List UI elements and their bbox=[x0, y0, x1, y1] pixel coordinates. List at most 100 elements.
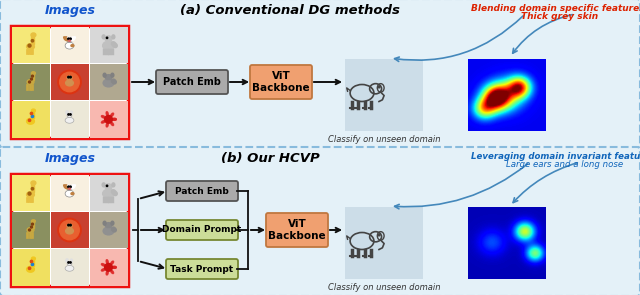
Text: Leveraging domain invariant features:: Leveraging domain invariant features: bbox=[471, 152, 640, 161]
Wedge shape bbox=[68, 37, 76, 41]
Ellipse shape bbox=[103, 227, 114, 235]
Ellipse shape bbox=[27, 80, 34, 84]
Wedge shape bbox=[68, 185, 76, 189]
Ellipse shape bbox=[65, 190, 74, 197]
Circle shape bbox=[29, 229, 31, 231]
Ellipse shape bbox=[27, 227, 34, 232]
Bar bbox=[31, 35, 35, 44]
Ellipse shape bbox=[112, 183, 115, 187]
Circle shape bbox=[378, 86, 380, 88]
Ellipse shape bbox=[65, 117, 74, 123]
Ellipse shape bbox=[105, 36, 112, 42]
FancyBboxPatch shape bbox=[0, 0, 640, 148]
Ellipse shape bbox=[67, 76, 72, 80]
Ellipse shape bbox=[31, 72, 35, 75]
Text: ViT
Backbone: ViT Backbone bbox=[268, 219, 326, 241]
Ellipse shape bbox=[31, 257, 35, 260]
Bar bbox=[12, 101, 49, 137]
FancyArrowPatch shape bbox=[113, 192, 115, 194]
Bar bbox=[51, 249, 88, 286]
Ellipse shape bbox=[68, 188, 70, 189]
Ellipse shape bbox=[113, 266, 116, 268]
Circle shape bbox=[31, 263, 34, 266]
Circle shape bbox=[60, 220, 79, 240]
Ellipse shape bbox=[103, 73, 106, 77]
FancyArrowPatch shape bbox=[113, 229, 115, 230]
Bar bbox=[31, 258, 35, 266]
Bar bbox=[31, 183, 35, 192]
Ellipse shape bbox=[70, 259, 72, 262]
Ellipse shape bbox=[31, 33, 36, 37]
Ellipse shape bbox=[106, 260, 108, 263]
Text: Images: Images bbox=[45, 4, 95, 17]
Ellipse shape bbox=[71, 193, 74, 195]
Text: (a) Conventional DG methods: (a) Conventional DG methods bbox=[180, 4, 400, 17]
Circle shape bbox=[31, 40, 34, 42]
Ellipse shape bbox=[65, 266, 74, 271]
Circle shape bbox=[70, 38, 71, 40]
Circle shape bbox=[31, 115, 34, 118]
Circle shape bbox=[28, 267, 31, 269]
Ellipse shape bbox=[31, 109, 35, 112]
Circle shape bbox=[68, 114, 69, 115]
Ellipse shape bbox=[103, 221, 106, 225]
FancyArrowPatch shape bbox=[113, 81, 115, 82]
Circle shape bbox=[58, 218, 81, 242]
Ellipse shape bbox=[27, 44, 35, 50]
Circle shape bbox=[28, 192, 31, 195]
Ellipse shape bbox=[101, 116, 105, 118]
Ellipse shape bbox=[31, 220, 35, 223]
Ellipse shape bbox=[102, 189, 115, 198]
Ellipse shape bbox=[105, 184, 112, 190]
Bar bbox=[31, 220, 34, 228]
FancyBboxPatch shape bbox=[166, 259, 238, 279]
FancyBboxPatch shape bbox=[156, 70, 228, 94]
FancyBboxPatch shape bbox=[166, 220, 238, 240]
Ellipse shape bbox=[67, 261, 72, 266]
Bar bbox=[31, 72, 34, 80]
Bar bbox=[12, 249, 49, 286]
Circle shape bbox=[31, 75, 33, 77]
Circle shape bbox=[30, 260, 33, 263]
Bar bbox=[51, 212, 88, 248]
Circle shape bbox=[104, 263, 113, 271]
Text: Patch Emb: Patch Emb bbox=[163, 77, 221, 87]
FancyBboxPatch shape bbox=[166, 181, 238, 201]
Bar bbox=[345, 207, 423, 279]
Ellipse shape bbox=[112, 35, 115, 39]
Bar bbox=[51, 64, 88, 100]
Ellipse shape bbox=[67, 37, 72, 42]
Wedge shape bbox=[63, 37, 72, 41]
Bar bbox=[12, 64, 49, 100]
Ellipse shape bbox=[113, 118, 116, 120]
Bar bbox=[11, 174, 128, 286]
Ellipse shape bbox=[101, 269, 105, 271]
Circle shape bbox=[31, 78, 33, 80]
Wedge shape bbox=[63, 185, 72, 189]
Ellipse shape bbox=[113, 118, 116, 120]
Text: Large ears and a long nose: Large ears and a long nose bbox=[506, 160, 623, 169]
Bar bbox=[90, 64, 127, 100]
Text: Classify on unseen domain: Classify on unseen domain bbox=[328, 135, 440, 144]
Circle shape bbox=[104, 115, 113, 123]
Ellipse shape bbox=[66, 111, 68, 114]
Text: Task Prompt: Task Prompt bbox=[170, 265, 234, 273]
Circle shape bbox=[31, 188, 34, 190]
Circle shape bbox=[70, 76, 71, 78]
Ellipse shape bbox=[67, 185, 72, 190]
FancyBboxPatch shape bbox=[250, 65, 312, 99]
Circle shape bbox=[31, 226, 33, 228]
Bar bbox=[345, 59, 423, 131]
Ellipse shape bbox=[70, 111, 72, 114]
Circle shape bbox=[30, 112, 33, 115]
Ellipse shape bbox=[111, 122, 113, 126]
FancyBboxPatch shape bbox=[0, 147, 640, 295]
Text: Domain Prompt: Domain Prompt bbox=[163, 225, 242, 235]
Text: Patch Emb: Patch Emb bbox=[175, 186, 229, 196]
Ellipse shape bbox=[102, 35, 105, 39]
Ellipse shape bbox=[111, 221, 114, 225]
Ellipse shape bbox=[103, 79, 114, 87]
Circle shape bbox=[28, 119, 31, 122]
Bar bbox=[51, 175, 88, 211]
Bar bbox=[90, 27, 127, 63]
